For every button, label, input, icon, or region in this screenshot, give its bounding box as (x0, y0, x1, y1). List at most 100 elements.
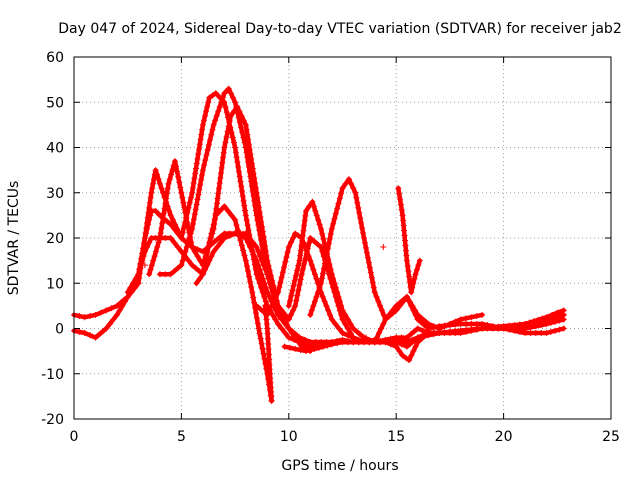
data-point (401, 227, 408, 234)
data-point (148, 189, 155, 196)
data-point (135, 280, 142, 287)
data-point (312, 207, 319, 214)
data-point (226, 118, 233, 125)
data-point (210, 225, 217, 232)
data-point (232, 99, 239, 106)
data-point (201, 257, 208, 264)
data-point (344, 339, 351, 346)
data-point (178, 262, 185, 269)
data-point (255, 325, 262, 332)
data-point (204, 103, 211, 110)
data-point (543, 316, 550, 323)
data-point (232, 144, 239, 151)
data-point (325, 240, 332, 247)
x-tick-label: 20 (495, 429, 513, 445)
data-point (240, 247, 247, 254)
data-point (217, 239, 224, 246)
data-point (368, 274, 375, 281)
data-point (221, 235, 228, 241)
data-point (328, 271, 335, 278)
data-point (237, 230, 244, 237)
data-point (255, 275, 262, 282)
data-point (167, 235, 174, 241)
data-point (407, 340, 414, 347)
data-point (307, 257, 314, 264)
data-point (204, 147, 211, 154)
data-point (253, 302, 260, 309)
data-point (185, 257, 192, 264)
data-point (265, 346, 272, 353)
data-point (299, 232, 306, 239)
data-point (156, 271, 163, 278)
data-point (318, 280, 325, 287)
data-point (174, 225, 181, 232)
data-point (179, 194, 186, 201)
data-point (484, 322, 491, 329)
data-point (393, 334, 400, 341)
data-point (297, 247, 304, 254)
data-point (189, 244, 196, 251)
data-point (357, 214, 364, 221)
data-point (211, 215, 218, 222)
data-point (320, 236, 327, 243)
data-point (344, 325, 351, 332)
data-point (87, 332, 94, 339)
data-point (295, 262, 302, 269)
data-point (315, 344, 322, 351)
data-point (218, 169, 225, 176)
data-point (210, 248, 217, 255)
data-point (315, 216, 322, 223)
data-point (430, 323, 437, 330)
data-point (291, 277, 298, 284)
data-point (396, 348, 403, 355)
data-point (398, 334, 405, 341)
data-point (146, 239, 153, 246)
data-point (402, 354, 409, 361)
data-point (516, 322, 523, 329)
data-point (206, 239, 213, 246)
data-point (324, 245, 331, 252)
data-point (310, 302, 317, 309)
series-arc-3 (124, 90, 335, 350)
data-point (292, 302, 299, 309)
data-point (265, 275, 272, 282)
data-point (209, 230, 216, 237)
data-point (353, 194, 360, 201)
data-point (203, 248, 210, 255)
scatter-point (141, 262, 148, 269)
data-point (278, 325, 285, 332)
data-point (196, 146, 203, 153)
data-point (248, 284, 255, 291)
data-point (250, 256, 257, 263)
data-point (473, 320, 480, 327)
data-point (239, 192, 246, 199)
data-point (241, 139, 248, 146)
data-point (527, 319, 534, 326)
data-point (359, 224, 366, 231)
data-point (226, 232, 233, 239)
data-point (411, 275, 418, 282)
data-point (160, 210, 167, 217)
data-point (335, 325, 342, 332)
data-point (278, 307, 285, 314)
data-point (257, 335, 264, 342)
data-point (363, 249, 370, 256)
data-point (296, 257, 303, 264)
data-point (191, 211, 198, 218)
data-point (382, 316, 389, 323)
data-point (321, 260, 328, 267)
data-point (238, 124, 245, 131)
data-point (202, 112, 209, 119)
data-point (308, 262, 315, 269)
data-point (265, 341, 272, 348)
data-point (137, 260, 144, 267)
data-point (288, 292, 295, 299)
data-point (387, 336, 394, 343)
data-point (185, 239, 192, 246)
data-point (250, 294, 257, 301)
data-point (103, 307, 110, 314)
data-point (252, 309, 259, 316)
data-point (281, 343, 288, 350)
data-point (425, 320, 432, 327)
data-point (257, 305, 264, 312)
